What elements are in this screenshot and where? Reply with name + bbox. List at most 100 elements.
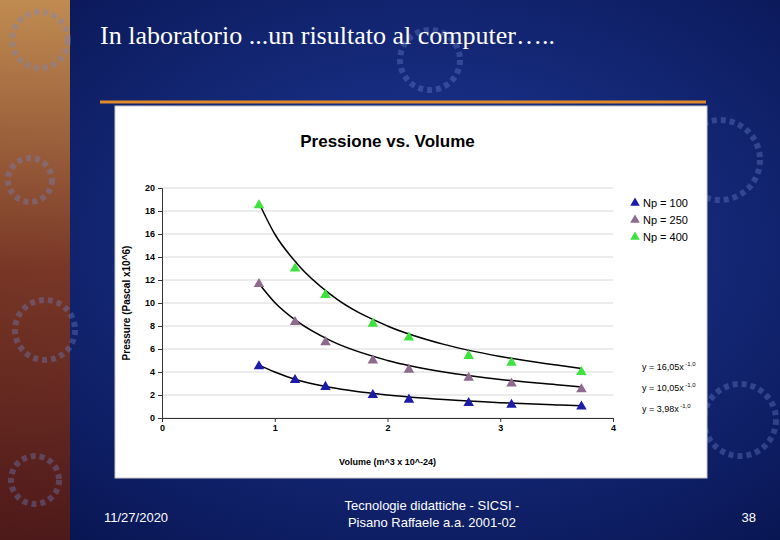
tick: 12 [145, 275, 162, 285]
gear [8, 158, 52, 202]
data-point [320, 336, 331, 345]
grid-line [162, 188, 613, 189]
chart-title: Pressione vs. Volume [300, 132, 474, 151]
y-axis: 0 2 4 6 8 10 12 14 16 18 20 [145, 183, 163, 423]
gear [11, 456, 59, 504]
background [0, 0, 780, 540]
tick-label: 2 [150, 390, 155, 400]
equation-exponent: -1,0 [680, 403, 691, 409]
tick-label: 4 [611, 423, 616, 433]
tick-mark [158, 326, 162, 327]
tick: 2 [385, 418, 390, 433]
tick-label: 0 [160, 423, 165, 433]
gear [704, 384, 776, 456]
tick-mark [158, 280, 162, 281]
tick-label: 0 [150, 413, 155, 423]
legend-marker [630, 197, 640, 205]
tick-mark [158, 349, 162, 350]
data-point [404, 394, 415, 403]
grid-line [162, 211, 613, 212]
tick: 4 [150, 367, 162, 377]
page-number: 38 [742, 510, 756, 525]
equation-exponent: -1,0 [685, 361, 696, 367]
axis-line [158, 189, 163, 419]
legend-marker [630, 214, 640, 222]
grid-line [162, 372, 613, 373]
footer-date: 11/27/2020 [104, 510, 168, 525]
legend-label: Np = 100 [643, 197, 688, 209]
grid-line [162, 257, 613, 258]
tick-mark [158, 418, 162, 419]
data-point [368, 389, 379, 398]
tick-mark [158, 211, 162, 212]
tick: 3 [498, 418, 503, 433]
tick-mark [158, 234, 162, 235]
tick-mark [158, 188, 162, 189]
gear [12, 12, 68, 68]
tick-mark [158, 257, 162, 258]
equation-text: y = 3,98x [642, 404, 679, 414]
equation: y = 16,05x-1,0 [642, 361, 696, 372]
tick: 14 [145, 252, 162, 262]
tick: 6 [150, 344, 162, 354]
tick: 20 [145, 183, 162, 193]
tick: 2 [150, 390, 162, 400]
tick-mark [500, 418, 501, 422]
equation: y = 10,05x-1,0 [642, 382, 696, 393]
chart-box [115, 106, 707, 478]
grid-line [162, 303, 613, 304]
tick-mark [158, 395, 162, 396]
legend-label: Np = 250 [643, 214, 688, 226]
tick-mark [158, 372, 162, 373]
tick: 18 [145, 206, 162, 216]
tick-label: 20 [145, 183, 155, 193]
data-point [506, 377, 517, 386]
axis-line [163, 419, 614, 423]
tick: 8 [150, 321, 162, 331]
data-point [576, 400, 587, 409]
data-point [320, 289, 331, 298]
equation-text: y = 16,05x [642, 362, 684, 372]
tick-label: 16 [145, 229, 155, 239]
tick: 1 [273, 418, 278, 433]
data-point [404, 364, 415, 373]
data-point [463, 350, 474, 359]
tick-label: 1 [273, 423, 278, 433]
grid [162, 188, 613, 418]
tick-label: 2 [385, 423, 390, 433]
footer-text: Tecnologie didattiche - SICSI - [345, 498, 520, 513]
plot-marks [254, 199, 587, 409]
trendline [259, 365, 581, 406]
tick-label: 18 [145, 206, 155, 216]
data-point [404, 331, 415, 340]
tick-label: 10 [145, 298, 155, 308]
tick-mark [158, 303, 162, 304]
trendline [259, 283, 581, 387]
data-point [254, 360, 265, 369]
grid-line [162, 349, 613, 350]
data-point [506, 357, 517, 366]
tick-mark [613, 418, 614, 422]
tick: 0 [160, 418, 165, 433]
data-point [254, 199, 265, 208]
legend-marker [630, 231, 640, 239]
slide: In laboratorio ...un risultato al comput… [0, 0, 780, 540]
tick-mark [275, 418, 276, 422]
title-rule [100, 101, 706, 104]
tick: 16 [145, 229, 162, 239]
data-point [254, 278, 265, 287]
tick-label: 6 [150, 344, 155, 354]
data-point [576, 366, 587, 375]
data-point [290, 374, 301, 383]
equation-exponent: -1,0 [685, 382, 696, 388]
data-point [368, 318, 379, 327]
x-axis-title: Volume (m^3 x 10^-24) [339, 457, 436, 467]
tick-label: 12 [145, 275, 155, 285]
trendline [259, 203, 581, 369]
y-axis-title: Pressure (Pascal x10^6) [121, 246, 132, 361]
tick-mark [388, 418, 389, 422]
grid-line [162, 280, 613, 281]
data-point [463, 372, 474, 381]
footer-text: Pisano Raffaele a.a. 2001-02 [348, 515, 516, 530]
grid-line [162, 234, 613, 235]
